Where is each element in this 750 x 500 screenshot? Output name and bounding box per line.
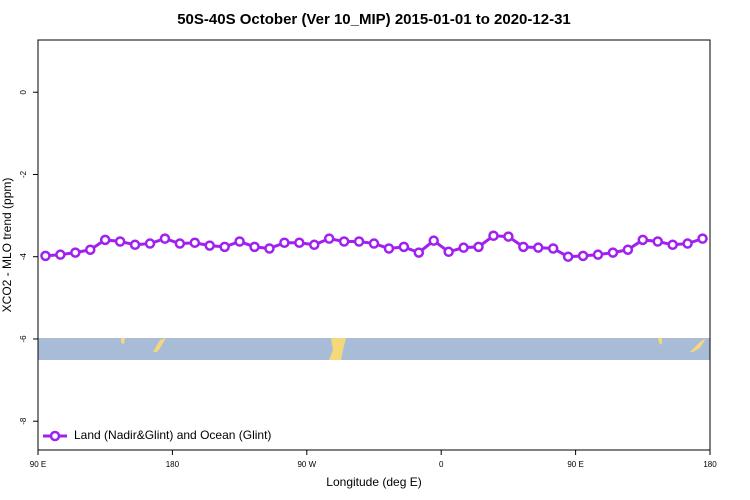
legend-marker [49, 430, 61, 442]
data-point [309, 239, 320, 251]
data-point [219, 241, 230, 253]
land-patch [658, 338, 662, 345]
x-tick-label: 180 [703, 460, 717, 469]
data-point [413, 247, 425, 258]
data-point [518, 241, 529, 253]
y-tick-label: -4 [19, 253, 28, 261]
data-point [159, 233, 171, 244]
data-point [443, 246, 454, 258]
data-point [458, 242, 469, 253]
data-point [234, 236, 245, 247]
y-tick-label: 0 [19, 89, 28, 94]
chart-title: 50S-40S October (Ver 10_MIP) 2015-01-01 … [177, 11, 571, 28]
data-point [533, 242, 544, 253]
x-axis-label: Longitude (deg E) [326, 475, 421, 489]
data-point [652, 236, 663, 247]
data-point [249, 241, 260, 253]
data-point [637, 234, 649, 246]
data-point [368, 238, 380, 249]
land-patch [690, 338, 706, 352]
y-tick-label: -6 [19, 335, 28, 343]
data-point [473, 241, 484, 253]
data-point [99, 234, 111, 246]
data-point [279, 237, 290, 248]
data-point [353, 236, 365, 247]
surface-band [38, 338, 710, 360]
data-point [144, 238, 156, 249]
data-point [129, 239, 141, 251]
plot-frame [37, 39, 711, 451]
data-point [323, 233, 335, 244]
x-tick-label: 180 [166, 460, 180, 469]
data-point [398, 241, 410, 253]
data-point [577, 250, 589, 262]
data-point [682, 238, 693, 249]
data-point [607, 247, 619, 258]
data-point [294, 237, 305, 248]
data-point [204, 240, 215, 251]
data-point [114, 236, 126, 247]
data-point [592, 249, 604, 260]
data-point [622, 244, 634, 255]
data-point [40, 250, 51, 262]
legend-label: Land (Nadir&Glint) and Ocean (Glint) [74, 428, 271, 442]
ocean-band [38, 338, 710, 360]
data-point [338, 236, 350, 247]
x-tick-label: 0 [439, 460, 444, 469]
data-point [70, 247, 81, 258]
data-point [264, 243, 275, 254]
data-point [562, 251, 574, 262]
data-point [174, 238, 186, 249]
y-tick-label: -8 [19, 417, 28, 425]
data-point [503, 231, 514, 242]
data-point [697, 233, 708, 244]
data-point [85, 244, 96, 255]
x-tick-label: 90 E [567, 460, 583, 469]
data-point [428, 235, 439, 246]
land-patch [329, 338, 346, 360]
land-patch [153, 338, 166, 352]
land-patch [121, 338, 125, 344]
x-tick-label: 90 W [297, 460, 316, 469]
x-tick-label: 90 E [30, 460, 46, 469]
data-point [55, 249, 66, 260]
data-point [667, 239, 678, 251]
y-tick-label: -2 [19, 170, 28, 178]
data-point [189, 237, 201, 248]
data-point [383, 243, 395, 254]
data-point [547, 243, 559, 254]
data-point [488, 230, 499, 241]
y-axis-label: XCO2 - MLO trend (ppm) [0, 178, 14, 313]
